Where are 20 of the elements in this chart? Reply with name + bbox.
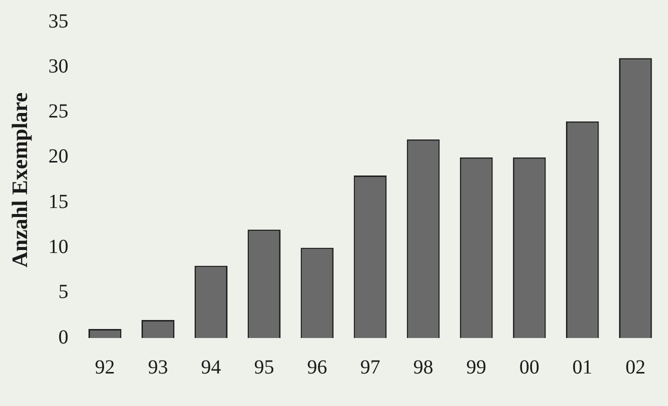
y-axis-title: Anzahl Exemplare xyxy=(6,92,32,268)
x-tick-label: 97 xyxy=(360,356,380,378)
y-tick-label: 0 xyxy=(58,326,68,348)
y-tick-label: 20 xyxy=(48,146,68,168)
x-tick-label: 99 xyxy=(466,356,486,378)
y-tick-label: 5 xyxy=(58,281,68,304)
x-tick-label: 95 xyxy=(254,356,274,378)
x-tick-label: 00 xyxy=(519,356,540,378)
x-tick-label: 01 xyxy=(572,356,592,378)
x-tick-label: 92 xyxy=(94,356,115,378)
y-tick-label: 15 xyxy=(48,190,68,213)
y-tick-label: 25 xyxy=(48,100,68,123)
x-tick-label: 02 xyxy=(625,356,646,378)
y-tick-label: 35 xyxy=(48,10,68,32)
x-tick-label: 93 xyxy=(148,356,168,378)
x-tick-label: 96 xyxy=(307,356,328,378)
x-tick-label: 98 xyxy=(413,356,434,378)
x-tick-label: 94 xyxy=(201,356,222,378)
y-tick-label: 30 xyxy=(48,55,68,78)
y-tick-label: 10 xyxy=(48,236,68,258)
